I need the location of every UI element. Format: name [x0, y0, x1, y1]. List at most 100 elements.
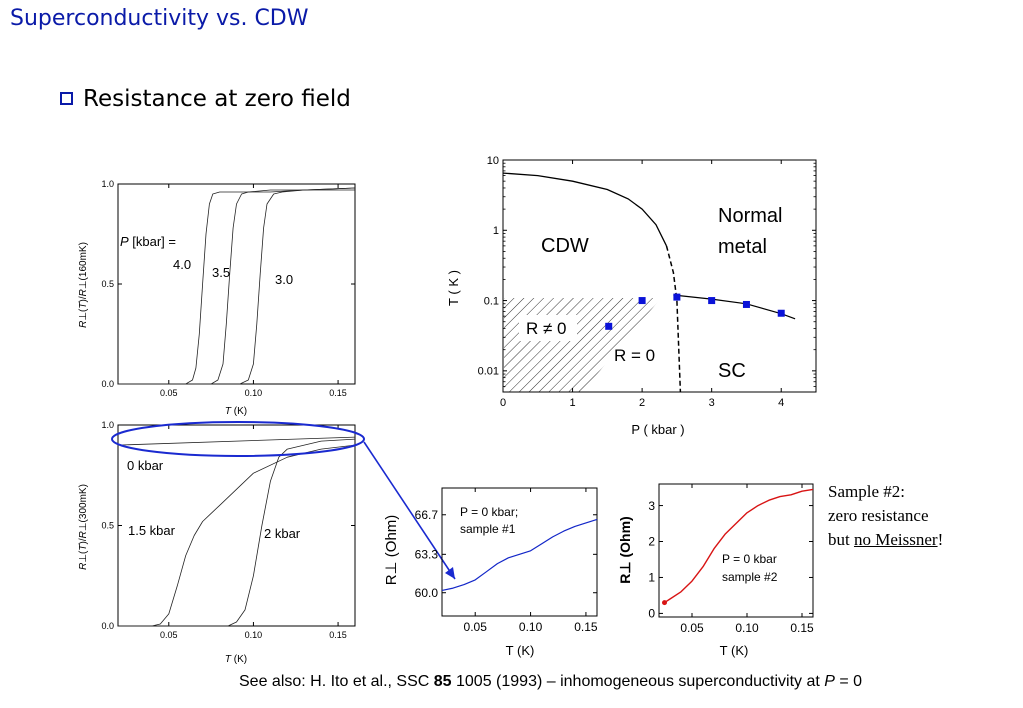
series-label-3.0: 3.0	[275, 272, 293, 287]
region-label-sc: SC	[718, 360, 746, 382]
series-label-4.0: 4.0	[173, 257, 191, 272]
footer-post: 1005 (1993) – inhomogeneous superconduct…	[451, 673, 825, 690]
legend-title-var: P	[120, 234, 129, 249]
chart-sample2: 0.05 0.10 0.15 0 1 2 3 P = 0 kbar sample #2 T …	[617, 483, 814, 658]
series-start-marker	[662, 600, 667, 606]
data-point	[673, 293, 681, 301]
region-label-metal: metal	[718, 236, 767, 258]
y-axis-label-rest: ⊥(	[78, 550, 89, 563]
x-tick-label: 0.15	[329, 630, 347, 640]
x-axis-label-unit: (K)	[231, 654, 247, 665]
x-axis-label-var: T	[225, 406, 232, 417]
y-axis-label-rest2: )/	[78, 296, 89, 302]
y-axis-label: R⊥ (Ohm)	[617, 516, 633, 583]
x-axis-label: T (K)	[225, 654, 247, 665]
chart-top-left: 0.05 0.10 0.15 0.0 0.5 1.0 P [kbar] = 4.0 3.5…	[78, 179, 356, 417]
cdw-boundary-solid	[502, 172, 668, 247]
y-tick-label: 60.0	[415, 586, 439, 600]
region-label-cdw: CDW	[541, 235, 589, 257]
footer-reference: See also: H. Ito et al., SSC 85 1005 (19…	[239, 673, 862, 691]
y-axis-label-rest3: ⊥(160mK)	[78, 242, 89, 289]
series-line-0	[118, 189, 355, 385]
x-axis-label: T (K)	[506, 643, 535, 658]
footer-volume: 85	[433, 673, 452, 690]
x-tick-label: 0.10	[245, 630, 263, 640]
y-tick-label: 0.5	[101, 521, 114, 531]
y-tick-label: 1.0	[101, 179, 114, 189]
footer-end: = 0	[834, 673, 863, 690]
note-line-1: Sample #2:	[828, 482, 905, 501]
x-axis-label-unit: (K)	[231, 406, 247, 417]
x-axis-label: T (K)	[720, 643, 749, 658]
y-axis-label-r2: R	[78, 531, 89, 538]
region-label-r-zero: R = 0	[614, 346, 655, 365]
y-tick-label: 66.7	[415, 508, 439, 522]
y-tick-label: 0.0	[101, 379, 114, 389]
x-tick-label: 0.05	[464, 620, 488, 634]
series-line-1	[118, 444, 356, 627]
y-tick-label: 10	[487, 155, 499, 167]
annotation-line-1: P = 0 kbar;	[460, 505, 518, 519]
chart-bottom-left: 0.05 0.10 0.15 0.0 0.5 1.0 0 kbar 1.5 kbar 2 …	[78, 420, 456, 665]
data-point	[742, 300, 750, 308]
data-point	[708, 297, 716, 305]
y-axis-label: R⊥(T)/R⊥(160mK)	[78, 242, 89, 328]
series-label-2kbar: 2 kbar	[264, 526, 301, 541]
x-tick-label: 0.15	[790, 621, 814, 635]
y-tick-label: 1.0	[101, 420, 114, 430]
series-line-0	[441, 518, 598, 591]
x-tick-label: 0.05	[160, 630, 178, 640]
y-axis-label: R⊥ (Ohm)	[383, 515, 400, 586]
y-tick-label: 0.01	[478, 366, 499, 378]
x-tick-label: 0.10	[245, 388, 263, 398]
highlight-ellipse	[111, 421, 365, 457]
x-tick-label: 0.05	[160, 388, 178, 398]
plot-frame	[441, 487, 598, 617]
note-line-3-text: but no Meissner!	[828, 530, 943, 549]
series-line-0	[664, 488, 814, 604]
y-tick-label: 0.1	[484, 295, 499, 307]
sc-boundary	[673, 294, 796, 320]
bullet-box-icon	[60, 92, 73, 105]
data-point	[777, 309, 785, 317]
annotation-line-1: P = 0 kbar	[722, 552, 777, 566]
plot-frame	[502, 159, 817, 393]
x-tick-label: 0	[500, 397, 506, 409]
y-axis-label-r1: R	[78, 563, 89, 570]
series-label-1.5kbar: 1.5 kbar	[128, 523, 176, 538]
x-tick-label: 4	[778, 397, 784, 409]
region-label-r-nonzero: R ≠ 0	[526, 319, 567, 338]
series-label-0kbar: 0 kbar	[127, 458, 164, 473]
label-backdrop	[519, 315, 577, 341]
data-point	[605, 322, 613, 330]
x-axis-label: T (K)	[225, 406, 247, 417]
y-axis-label-rest2: )/	[78, 538, 89, 544]
y-axis-label-t: T	[78, 302, 89, 309]
region-label-normal: Normal	[718, 205, 782, 227]
series-line-0	[117, 436, 356, 446]
x-tick-label: 0.05	[680, 621, 704, 635]
hatched-region	[504, 298, 661, 392]
y-tick-label: 2	[648, 535, 655, 549]
legend-title-rest: [kbar] =	[129, 234, 176, 249]
y-axis-label: R⊥(T)/R⊥(300mK)	[78, 484, 89, 570]
y-axis-label-r2: R	[78, 289, 89, 296]
x-tick-label: 0.15	[574, 620, 598, 634]
y-tick-label: 63.3	[415, 548, 439, 562]
note-bang: !	[937, 530, 944, 549]
x-tick-label: 0.10	[519, 620, 543, 634]
y-tick-label: 0	[648, 607, 655, 621]
pointer-arrow	[363, 441, 456, 580]
footer-pre: See also: H. Ito et al., SSC	[239, 673, 434, 690]
slide-title: Superconductivity vs. CDW	[10, 6, 309, 31]
annotation-line-2: sample #2	[722, 570, 778, 584]
series-line-2	[118, 187, 356, 385]
bullet-text: Resistance at zero field	[83, 86, 351, 112]
x-tick-label: 3	[709, 397, 715, 409]
plot-frame	[658, 483, 814, 618]
pointer-arrowhead	[445, 567, 455, 579]
x-tick-label: 0.10	[735, 621, 759, 635]
y-tick-label: 3	[648, 499, 655, 513]
y-tick-label: 1	[493, 225, 499, 237]
